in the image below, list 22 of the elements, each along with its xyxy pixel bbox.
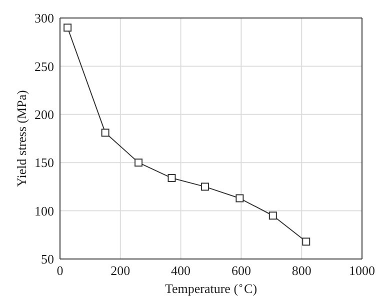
y-tick-label: 50 <box>41 252 54 267</box>
y-tick-label: 300 <box>34 10 54 26</box>
x-tick-label: 1000 <box>349 263 375 278</box>
point <box>236 194 244 202</box>
y-tick-label: 250 <box>34 58 54 74</box>
point <box>64 24 72 32</box>
x-tick-label: 800 <box>292 263 312 278</box>
y-tick-label: 100 <box>34 203 54 218</box>
point <box>200 182 209 191</box>
x-axis-title: Temperature ($^{∘}$C) <box>164 280 258 296</box>
point <box>134 158 143 167</box>
point <box>168 174 176 182</box>
point <box>268 212 277 220</box>
x-tick-label: 200 <box>110 263 130 278</box>
point <box>302 238 310 246</box>
point <box>101 128 110 137</box>
y-tick-label: 200 <box>34 107 54 122</box>
y-axis-title: Yield stress (MPa) <box>14 90 29 187</box>
x-tick-label: 400 <box>171 263 191 278</box>
x-tick-label: 600 <box>231 263 251 278</box>
y-tick-label: 150 <box>34 155 54 170</box>
x-tick-label: 0 <box>56 263 64 278</box>
